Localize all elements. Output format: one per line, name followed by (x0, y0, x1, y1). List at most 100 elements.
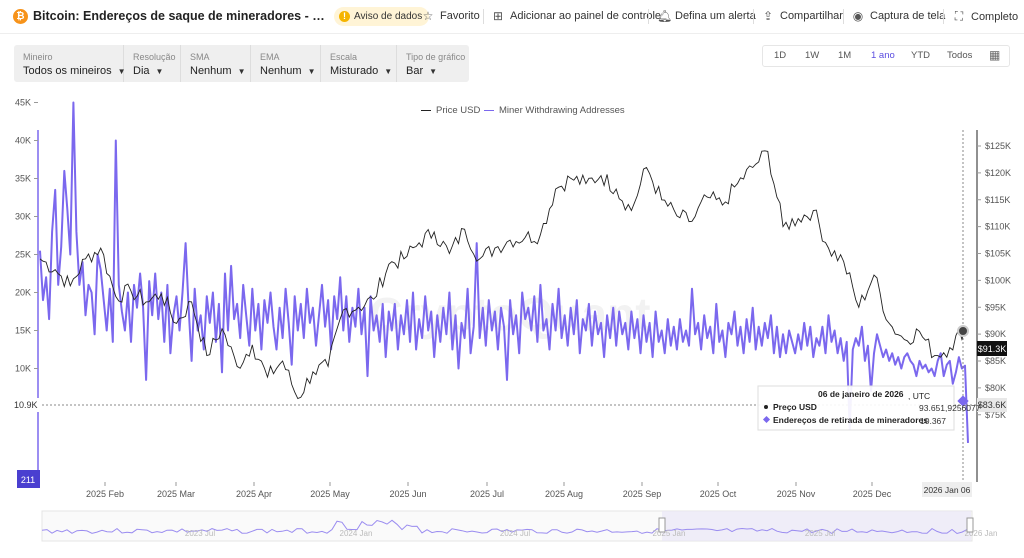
filter-label: Tipo de gráfico (406, 52, 466, 62)
range-all[interactable]: Todos (947, 50, 973, 61)
filter-value: Bar (406, 65, 424, 77)
navigator-selection (662, 511, 971, 541)
y-left-tick-label: 30K (15, 212, 31, 222)
tooltip-price-value: 93.651,9256077 (919, 403, 981, 413)
x-tick-label: 2025 Feb (86, 489, 124, 499)
range-1y[interactable]: 1 ano (871, 50, 895, 61)
range-ytd[interactable]: YTD (911, 50, 930, 61)
y-left-tick-label: 45K (15, 98, 31, 108)
caret-down-icon: ▼ (237, 67, 246, 76)
x-tick-label: 2025 Jun (389, 489, 426, 499)
filter-chart-type[interactable]: Tipo de gráfico Bar ▼ (397, 45, 469, 82)
y-right-tick-label: $110K (985, 222, 1010, 232)
tooltip-timezone: , UTC (908, 391, 930, 401)
share-icon: ⇪ (762, 9, 774, 23)
filter-value: Nenhum (260, 65, 302, 77)
legend-price[interactable]: Price USD (421, 105, 480, 116)
tooltip-price-bullet (764, 405, 768, 409)
price-point-marker (957, 325, 969, 337)
range-selector: 1D 1W 1M 1 ano YTD Todos ▦ (762, 45, 1010, 67)
filter-label: Resolução (133, 52, 176, 62)
navigator-label: 2025 Jul (805, 529, 835, 538)
legend-price-label: Price USD (436, 105, 481, 116)
filter-resolution[interactable]: Resolução Dia ▼ (124, 45, 181, 82)
set-alert-button[interactable]: 🔔︎ Defina um alerta (657, 9, 756, 23)
x-tick-label: 2025 May (310, 489, 350, 499)
filter-sma[interactable]: SMA Nenhum ▼ (181, 45, 251, 82)
navigator-label: 2024 Jan (340, 529, 373, 538)
screenshot-label: Captura de tela (870, 10, 946, 22)
y-right-tick-label: $115K (985, 195, 1010, 205)
x-tick-label: 2025 Sep (623, 489, 662, 499)
filter-bar: Mineiro Todos os mineiros ▼ Resolução Dia ▼ … (14, 45, 469, 82)
legend-miner[interactable]: Miner Withdrawing Addresses (484, 105, 625, 116)
screenshot-button[interactable]: ◉ Captura de tela (852, 9, 945, 23)
fullscreen-label: Completo (971, 10, 1019, 23)
star-icon: ☆ (422, 9, 434, 23)
caret-down-icon: ▼ (117, 67, 126, 76)
x-tick-label: 2025 Aug (545, 489, 583, 499)
price-tag-label: $91.3K (978, 344, 1007, 354)
y-right-tick-label: $120K (985, 168, 1011, 178)
calendar-icon[interactable]: ▦ (989, 48, 1001, 62)
tooltip-box (757, 385, 955, 431)
navigator-handle-right (966, 517, 974, 533)
filter-value: Todos os mineiros (23, 65, 112, 77)
camera-icon: ◉ (852, 9, 864, 23)
tooltip-miner-label: Endereços de retirada de mineradores (773, 415, 928, 425)
tooltip-price-label: Preço USD (773, 402, 817, 412)
header-bar: ₿ Bitcoin: Endereços de saque de minerad… (0, 0, 1024, 34)
tooltip-date: 06 de janeiro de 2026 (818, 389, 904, 399)
date-tag-label: 2026 Jan 06 (924, 485, 971, 495)
y-right-tick-label: $80K (985, 383, 1006, 393)
caret-down-icon: ▼ (429, 67, 438, 76)
y-left-tick-label: 20K (15, 288, 31, 298)
y-right-tick-label: $125K (985, 141, 1011, 151)
y-left-tick-label: 40K (15, 136, 31, 146)
navigator-label: 2026 Jan (965, 529, 998, 538)
filter-label: SMA (190, 52, 210, 62)
data-warning-badge[interactable]: ! Aviso de dados (334, 7, 430, 26)
miner-point-marker (957, 395, 969, 407)
price-tag-bg (977, 341, 1007, 356)
add-to-dashboard-button[interactable]: ⊞ Adicionar ao painel de controle (492, 9, 661, 23)
expand-icon: ⛶ (954, 9, 964, 23)
x-tick-label: 2025 Dec (853, 489, 892, 499)
filter-ema[interactable]: EMA Nenhum ▼ (251, 45, 321, 82)
dashboard-add-icon: ⊞ (492, 9, 504, 23)
y-right-tick-label: $75K (985, 410, 1006, 420)
y-right-tick-label: $95K (985, 302, 1006, 312)
filter-value: Nenhum (190, 65, 232, 77)
range-1m[interactable]: 1M (838, 50, 852, 61)
caret-down-icon: ▼ (384, 67, 393, 76)
range-1w[interactable]: 1W (805, 50, 820, 61)
crosshair-left-bg (10, 398, 40, 412)
caret-down-icon: ▼ (307, 67, 316, 76)
x-tick-label: 2025 Jul (470, 489, 504, 499)
x-tick-label: 2025 Oct (700, 489, 737, 499)
bitcoin-icon: ₿ (13, 9, 28, 24)
left-value-label: 211 (21, 475, 35, 485)
favorite-button[interactable]: ☆ Favorito (422, 9, 480, 23)
filter-label: EMA (260, 52, 280, 62)
tooltip-miner-value: 10.367 (920, 416, 946, 426)
range-1d[interactable]: 1D (774, 50, 787, 61)
crosshair-right-value: $83.6K (978, 400, 1007, 410)
filter-label: Escala (330, 52, 358, 62)
y-left-tick-label: 25K (15, 250, 31, 260)
y-right-tick-label: $100K (985, 275, 1011, 285)
filter-scale[interactable]: Escala Misturado ▼ (321, 45, 397, 82)
y-right-tick-label: $85K (985, 356, 1006, 366)
y-right-tick-label: $105K (985, 249, 1011, 259)
caret-down-icon: ▼ (155, 67, 164, 76)
crosshair-left-value: 10.9K (14, 400, 38, 410)
navigator-handle-left (658, 517, 666, 533)
filter-miner[interactable]: Mineiro Todos os mineiros ▼ (14, 45, 126, 82)
price-usd-line (39, 150, 966, 400)
fullscreen-button[interactable]: ⛶ Completo (953, 9, 1018, 24)
crosshair-right-bg (977, 398, 1007, 412)
share-button[interactable]: ⇪ Compartilhar (762, 9, 843, 23)
favorite-label: Favorito (440, 10, 480, 22)
x-tick-label: 2025 Nov (777, 489, 816, 499)
